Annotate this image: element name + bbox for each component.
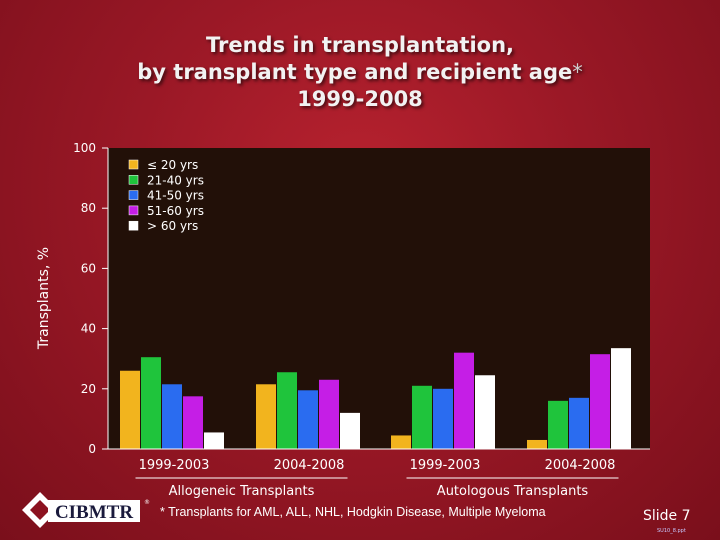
bar <box>340 412 360 449</box>
file-reference: SU10_8.ppt <box>657 528 686 534</box>
bar <box>454 352 474 449</box>
y-tick-label: 80 <box>81 201 96 215</box>
bar <box>298 390 318 449</box>
bar <box>319 379 339 449</box>
logo-text: CIBMTR <box>55 502 133 523</box>
title-line-3: 1999-2008 <box>297 87 423 111</box>
bar <box>256 384 276 449</box>
legend-label: ≤ 20 yrs <box>147 158 198 172</box>
bar <box>475 375 495 449</box>
x-period-label: 1999-2003 <box>139 458 210 473</box>
bar <box>120 370 140 449</box>
legend-label: 21-40 yrs <box>147 173 204 187</box>
bar <box>611 348 631 449</box>
y-tick-label: 100 <box>73 141 96 155</box>
y-tick-label: 20 <box>81 382 96 396</box>
bar <box>569 397 589 449</box>
title-line-2: by transplant type and recipient age* <box>0 59 720 86</box>
x-axis-labels: 1999-2003 2004-2008 Allogeneic Transplants… <box>135 458 619 499</box>
bar <box>162 384 182 449</box>
y-tick-label: 0 <box>88 442 96 456</box>
legend-swatch <box>128 175 139 185</box>
footnote: * Transplants for AML, ALL, NHL, Hodgkin… <box>160 505 546 519</box>
bar <box>204 432 224 449</box>
legend-label: > 60 yrs <box>147 219 198 233</box>
bar <box>412 385 432 449</box>
slide-number: Slide 7 <box>643 508 691 524</box>
bars <box>108 348 650 450</box>
logo-registered: ® <box>144 499 150 506</box>
y-tick-label: 60 <box>81 261 96 275</box>
bar <box>183 396 203 449</box>
bar <box>527 439 547 449</box>
legend-swatch <box>128 220 139 231</box>
logo-plate <box>48 500 140 522</box>
title-line-2-text: by transplant type and recipient age <box>137 60 573 84</box>
x-group-label: Allogeneic Transplants <box>169 484 315 499</box>
title-line-1: Trends in transplantation, <box>205 33 515 57</box>
y-axis-title: Transplants, % <box>36 247 52 350</box>
bar <box>433 388 453 449</box>
title-asterisk: * <box>572 60 583 84</box>
legend-swatch <box>128 190 139 200</box>
y-tick-label: 40 <box>81 322 96 336</box>
x-period-label: 2004-2008 <box>545 458 616 473</box>
bar <box>548 400 568 449</box>
y-axis: 0 20 40 60 80 100 <box>73 141 109 456</box>
legend-swatch <box>128 205 139 216</box>
legend-label: 41-50 yrs <box>147 189 204 203</box>
bar <box>391 435 411 449</box>
bar <box>277 372 297 449</box>
x-group-label: Autologous Transplants <box>437 484 589 499</box>
bar <box>141 357 161 449</box>
x-period-label: 1999-2003 <box>410 458 481 473</box>
cibmtr-logo: CIBMTR ® <box>22 492 150 528</box>
x-period-label: 2004-2008 <box>274 458 345 473</box>
legend-label: 51-60 yrs <box>147 204 204 218</box>
logo-diamond-inner <box>30 500 50 520</box>
slide-title: Trends in transplantation, by transplant… <box>0 32 720 113</box>
bar <box>590 354 610 449</box>
legend-swatch <box>128 159 139 170</box>
